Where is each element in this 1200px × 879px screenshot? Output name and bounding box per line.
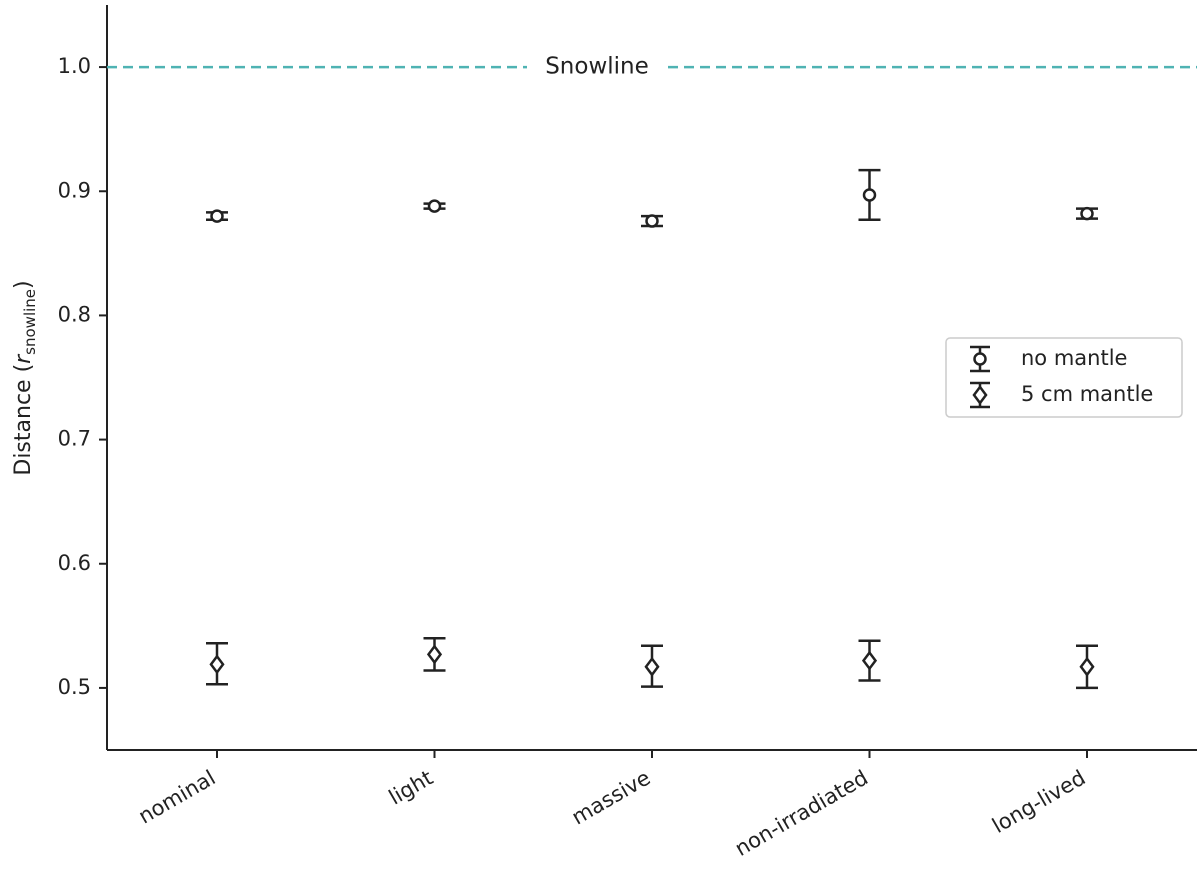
legend-marker-5cm-mantle bbox=[970, 381, 990, 409]
point-5-cm-mantle-long-lived-marker bbox=[1079, 656, 1095, 677]
point-no-mantle-long-lived-marker bbox=[1080, 206, 1094, 221]
y-tick-label-0-9: 0.9 bbox=[58, 178, 91, 202]
legend-symbol-no-mantle bbox=[973, 352, 987, 366]
y-tick-label-0-6: 0.6 bbox=[58, 551, 91, 575]
point-5-cm-mantle-light-marker bbox=[426, 644, 443, 665]
legend-label-no-mantle: no mantle bbox=[1021, 346, 1127, 370]
y-axis-title-subscript: snowline bbox=[21, 289, 39, 355]
series-no-mantle bbox=[206, 168, 1098, 228]
x-tick-label-massive: massive bbox=[568, 766, 655, 830]
y-tick-label-0-8: 0.8 bbox=[58, 302, 91, 326]
legend-box bbox=[945, 337, 1183, 418]
y-tick-label-0-7: 0.7 bbox=[58, 427, 91, 451]
legend-symbol-5-cm-mantle bbox=[972, 384, 988, 406]
x-tick-label-nominal: nominal bbox=[134, 766, 219, 829]
legend-marker-no-mantle bbox=[970, 345, 990, 373]
point-no-mantle-massive-marker bbox=[645, 214, 659, 228]
y-axis-title-symbol: r bbox=[11, 353, 36, 364]
point-no-mantle-nominal-marker bbox=[210, 209, 224, 223]
x-tick-label-light: light bbox=[385, 766, 437, 810]
point-no-mantle-non-irradiated-marker bbox=[862, 188, 877, 202]
point-5-cm-mantle-nominal-marker bbox=[209, 654, 225, 675]
snowline-reference: Snowline bbox=[107, 54, 1197, 80]
x-tick-label-long-lived: long-lived bbox=[988, 766, 1089, 838]
data-series bbox=[206, 168, 1098, 690]
snowline-label: Snowline bbox=[545, 54, 649, 80]
y-tick-label-0-5: 0.5 bbox=[58, 675, 91, 699]
y-axis-title-suffix: ) bbox=[11, 280, 36, 289]
y-tick-label-1-0: 1.0 bbox=[58, 54, 91, 78]
point-5-cm-mantle-non-irradiated-marker bbox=[861, 650, 878, 671]
x-tick-label-non-irradiated: non-irradiated bbox=[731, 766, 872, 861]
y-axis-ticks: 0.5 0.6 0.7 0.8 0.9 1.0 bbox=[58, 54, 107, 699]
y-axis-title: Distance (rsnowline) bbox=[11, 280, 39, 475]
series-5-cm-mantle bbox=[206, 637, 1098, 690]
point-5-cm-mantle-massive-marker bbox=[644, 656, 660, 677]
x-axis-ticks: nominal light massive non-irradiated long-li… bbox=[134, 750, 1090, 861]
y-axis-title-prefix: Distance ( bbox=[11, 364, 36, 476]
point-no-mantle-light-marker bbox=[427, 199, 442, 213]
legend-label-5cm-mantle: 5 cm mantle bbox=[1021, 382, 1153, 406]
legend: no mantle 5 cm mantle bbox=[945, 337, 1183, 418]
